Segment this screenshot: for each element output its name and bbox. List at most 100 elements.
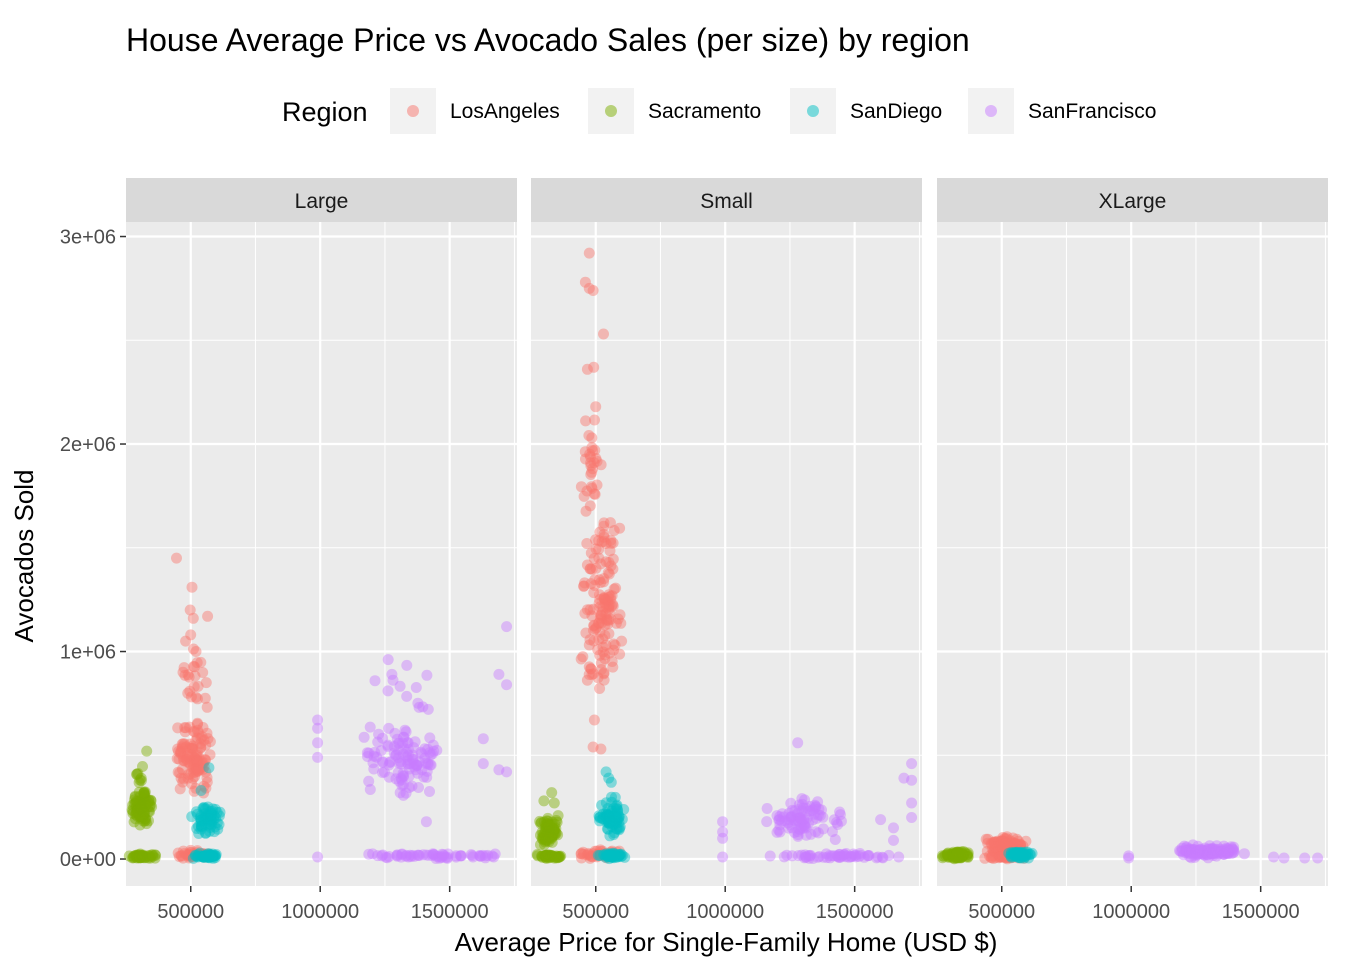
point-losangeles	[1015, 845, 1027, 857]
point-sacramento	[123, 850, 135, 862]
point-losangeles	[1000, 838, 1012, 850]
point-losangeles	[606, 656, 618, 667]
point-losangeles	[1011, 843, 1023, 855]
point-losangeles	[575, 481, 587, 493]
point-sanfrancisco	[413, 782, 424, 793]
point-sanfrancisco	[382, 654, 394, 666]
point-sanfrancisco	[416, 764, 428, 776]
point-sacramento	[130, 795, 142, 807]
point-sanfrancisco	[401, 746, 413, 758]
point-losangeles	[199, 754, 211, 766]
point-sandiego	[197, 802, 209, 814]
point-sanfrancisco	[398, 731, 410, 743]
point-losangeles	[598, 531, 610, 543]
point-sandiego	[1005, 851, 1017, 863]
point-losangeles	[979, 852, 991, 864]
point-losangeles	[1008, 841, 1020, 853]
point-losangeles	[993, 847, 1005, 859]
x-tick-label: 1500000	[816, 901, 894, 923]
point-sandiego	[1010, 847, 1021, 859]
point-losangeles	[594, 594, 606, 605]
point-losangeles	[184, 742, 195, 754]
point-losangeles	[604, 647, 616, 659]
point-sanfrancisco	[431, 744, 443, 756]
point-losangeles	[1012, 835, 1024, 847]
point-sanfrancisco	[385, 756, 396, 768]
point-losangeles	[190, 751, 202, 763]
point-sandiego	[204, 811, 216, 823]
point-losangeles	[604, 590, 616, 602]
point-sandiego	[1022, 848, 1034, 860]
point-sacramento	[550, 823, 562, 834]
point-losangeles	[1015, 850, 1027, 862]
point-losangeles	[603, 557, 615, 568]
point-losangeles	[578, 580, 590, 592]
point-sanfrancisco	[467, 851, 479, 863]
point-losangeles	[591, 455, 603, 467]
point-losangeles	[588, 635, 600, 647]
point-sanfrancisco	[872, 851, 884, 863]
point-sanfrancisco	[1210, 846, 1222, 858]
point-sacramento	[962, 848, 974, 860]
point-losangeles	[594, 848, 606, 860]
point-sanfrancisco	[424, 786, 435, 797]
point-sandiego	[602, 814, 614, 826]
point-sacramento	[545, 828, 557, 840]
point-sanfrancisco	[1193, 844, 1205, 856]
point-sanfrancisco	[410, 764, 422, 776]
point-losangeles	[590, 562, 602, 574]
point-sanfrancisco	[1180, 844, 1192, 856]
point-losangeles	[601, 848, 613, 860]
point-sacramento	[538, 816, 550, 828]
legend-label-sacramento: Sacramento	[648, 100, 761, 123]
point-sanfrancisco	[820, 848, 832, 860]
point-losangeles	[1009, 843, 1021, 855]
point-sandiego	[605, 851, 617, 863]
point-sacramento	[542, 812, 554, 824]
point-sanfrancisco	[717, 826, 729, 838]
point-losangeles	[593, 535, 605, 547]
point-sacramento	[551, 852, 563, 864]
point-sanfrancisco	[455, 850, 467, 862]
point-sanfrancisco	[789, 827, 800, 838]
point-sacramento	[543, 852, 555, 864]
point-losangeles	[590, 534, 601, 546]
point-losangeles	[593, 574, 605, 586]
point-sandiego	[202, 850, 214, 862]
point-sacramento	[542, 834, 554, 846]
point-sanfrancisco	[1206, 842, 1218, 854]
point-sacramento	[146, 849, 158, 861]
point-losangeles	[579, 607, 591, 619]
point-sanfrancisco	[1189, 849, 1201, 861]
point-sacramento	[548, 824, 560, 836]
point-sacramento	[534, 815, 546, 827]
point-sacramento	[545, 850, 557, 861]
point-sanfrancisco	[1195, 843, 1207, 855]
point-sacramento	[540, 821, 552, 833]
point-sanfrancisco	[406, 780, 418, 792]
point-sacramento	[540, 851, 552, 863]
point-sandiego	[214, 806, 226, 818]
point-losangeles	[181, 753, 193, 765]
point-sanfrancisco	[436, 848, 448, 860]
point-sacramento	[132, 850, 144, 862]
x-tick-label: 500000	[157, 901, 224, 923]
point-sanfrancisco	[393, 737, 405, 749]
point-sacramento	[137, 796, 149, 807]
point-sandiego	[195, 810, 207, 822]
point-sacramento	[140, 813, 151, 825]
point-losangeles	[583, 661, 595, 673]
point-losangeles	[591, 479, 603, 491]
point-sanfrancisco	[797, 802, 809, 814]
point-losangeles	[598, 328, 609, 340]
point-losangeles	[586, 482, 598, 494]
point-losangeles	[590, 623, 601, 635]
point-sanfrancisco	[427, 848, 439, 860]
point-sacramento	[536, 850, 548, 862]
point-sacramento	[137, 850, 149, 862]
point-sanfrancisco	[898, 772, 910, 784]
point-sanfrancisco	[792, 850, 804, 862]
points	[937, 831, 1324, 865]
point-sanfrancisco	[403, 754, 415, 766]
point-losangeles	[598, 593, 610, 605]
